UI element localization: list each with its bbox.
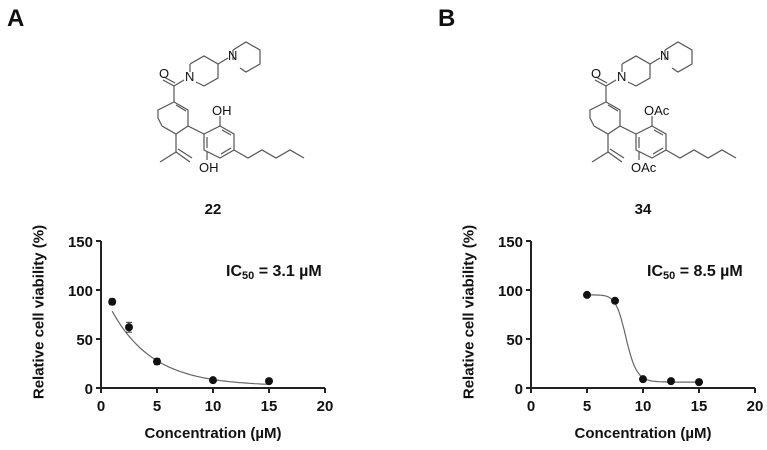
y-tick-label: 100 [68, 283, 93, 300]
y-tick-label: 150 [498, 234, 523, 251]
ic50-prefix: IC [647, 263, 663, 280]
x-tick-label: 5 [153, 398, 161, 415]
y-tick-label: 50 [76, 332, 93, 349]
data-point [667, 377, 675, 386]
ic50-annotation-b: IC50 = 8.5 µM [647, 263, 743, 282]
data-point [695, 378, 703, 387]
ic50-prefix: IC [226, 263, 242, 280]
ic50-value: = 8.5 µM [675, 263, 743, 280]
panel-letter-b: B [438, 5, 456, 32]
x-tick-label: 20 [317, 398, 334, 415]
y-tick-label: 0 [515, 381, 523, 398]
substituent-top-a: OH [212, 103, 232, 118]
compound-label-b: 34 [634, 201, 652, 218]
panel-letter-a: A [7, 5, 25, 32]
piperidine-nitrogen-a: N [228, 48, 238, 63]
x-tick-label: 15 [691, 398, 708, 415]
piperidine-nitrogen-b: N [660, 48, 670, 63]
structure-22 [157, 41, 305, 163]
data-point [153, 357, 161, 366]
x-tick-label: 20 [747, 398, 764, 415]
carbonyl-oxygen-a: O [159, 66, 170, 81]
data-point [611, 296, 619, 305]
y-tick-label: 100 [498, 283, 523, 300]
data-point [125, 323, 133, 332]
data-point [209, 376, 217, 385]
y-axis-title-a: Relative cell viability (%) [30, 224, 48, 400]
carbonyl-oxygen-b: O [591, 66, 602, 81]
x-tick-label: 15 [261, 398, 278, 415]
y-tick-label: 150 [68, 234, 93, 251]
x-tick-label: 10 [205, 398, 222, 415]
data-point [583, 290, 591, 299]
x-axis-title-b: Concentration (µM) [574, 425, 712, 442]
y-axis-title-b: Relative cell viability (%) [460, 224, 478, 400]
ic50-annotation-a: IC50 = 3.1 µM [226, 263, 322, 282]
substituent-bottom-a: OH [199, 160, 219, 175]
data-point [639, 375, 647, 384]
fit-curve [111, 310, 270, 385]
data-point [108, 297, 117, 306]
compound-label-a: 22 [204, 201, 222, 218]
substituent-bottom-b: OAc [631, 160, 657, 175]
x-tick-label: 10 [635, 398, 652, 415]
substituent-top-b: OAc [644, 103, 670, 118]
amide-nitrogen-b: N [617, 69, 627, 84]
x-axis-title-a: Concentration (µM) [144, 425, 282, 442]
y-tick-label: 0 [85, 381, 93, 398]
ic50-value: = 3.1 µM [254, 263, 322, 280]
y-tick-label: 50 [506, 332, 523, 349]
amide-nitrogen-a: N [185, 69, 195, 84]
x-tick-label: 0 [527, 398, 535, 415]
x-tick-label: 0 [97, 398, 105, 415]
ic50-subscript: 50 [242, 270, 255, 282]
ic50-subscript: 50 [663, 270, 676, 282]
fit-curve [587, 294, 699, 383]
x-tick-label: 5 [583, 398, 591, 415]
data-point [265, 377, 273, 386]
